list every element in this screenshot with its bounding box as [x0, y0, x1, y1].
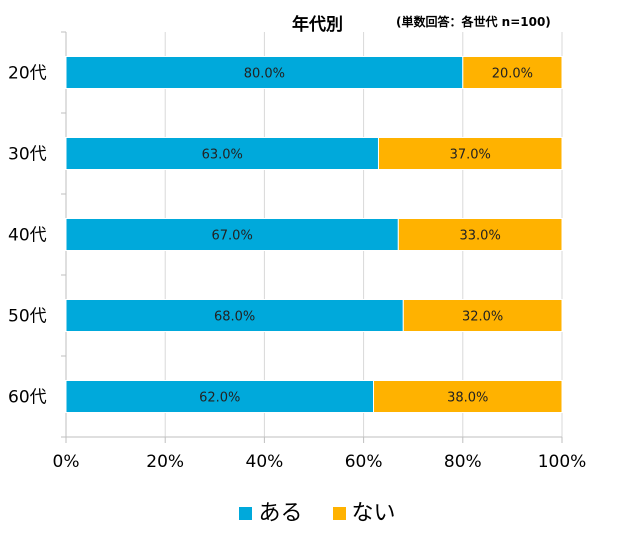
chart-subtitle: (単数回答：各世代 n=100)	[396, 15, 551, 29]
data-label: 38.0%	[447, 391, 488, 406]
bar-segment	[377, 137, 563, 170]
y-tick-label: 20代	[8, 64, 47, 84]
bar-segment	[65, 56, 464, 89]
data-label: 37.0%	[450, 148, 491, 163]
data-label: 20.0%	[492, 67, 533, 82]
legend-swatch-series-0	[239, 506, 253, 520]
bar-segment	[65, 218, 399, 251]
x-tick-label: 0%	[53, 452, 80, 472]
x-tick-label: 100%	[538, 452, 587, 472]
x-tick-label: 80%	[444, 452, 482, 472]
data-label: 33.0%	[460, 229, 501, 244]
x-tick-label: 60%	[345, 452, 383, 472]
bar-segment	[65, 299, 404, 332]
y-tick-label: 30代	[8, 145, 47, 165]
legend-item-series-1: ない	[332, 495, 396, 527]
y-tick-label: 50代	[8, 307, 47, 327]
legend-swatch-series-1	[332, 506, 346, 520]
data-label: 32.0%	[462, 310, 503, 325]
bar-segment	[373, 380, 563, 413]
chart-title: 年代別	[292, 15, 343, 35]
legend-label-series-1: ない	[351, 501, 396, 526]
data-label: 68.0%	[214, 310, 255, 325]
bar-segment	[402, 299, 563, 332]
bar-segment	[397, 218, 563, 251]
data-label: 62.0%	[199, 391, 240, 406]
x-tick-label: 40%	[246, 452, 284, 472]
legend: ある ない	[0, 495, 635, 527]
legend-item-series-0: ある	[239, 495, 303, 527]
bar-segment	[65, 380, 375, 413]
data-label: 63.0%	[202, 148, 243, 163]
data-label: 67.0%	[212, 229, 253, 244]
bar-segment	[462, 56, 563, 89]
bar-segment	[65, 137, 379, 170]
data-label: 80.0%	[244, 67, 285, 82]
x-tick-label: 20%	[146, 452, 184, 472]
y-tick-label: 40代	[8, 226, 47, 246]
y-tick-label: 60代	[8, 388, 47, 408]
legend-label-series-0: ある	[258, 501, 303, 526]
